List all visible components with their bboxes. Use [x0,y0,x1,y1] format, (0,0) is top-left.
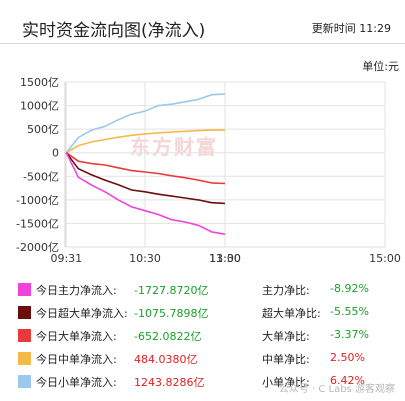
legend-ratio-label: 超大单净比: [262,307,321,320]
legend-swatch [18,306,31,319]
legend-ratio: 6.42% [330,374,365,387]
y-tick-label: -1500亿 [16,217,59,230]
legend-row: 今日大单净流入: -652.0822亿 大单净比: -3.37% [0,324,405,344]
x-tick-label: 15:00 [369,252,401,265]
chart-header: 实时资金流向图(净流入) 更新时间 11:29 [0,0,405,44]
series-line-large [65,152,226,185]
unit-label: 单位:元 [362,60,399,73]
legend-row: 今日中单净流入: 484.0380亿 中单净比: 2.50% [0,347,405,367]
legend-ratio-label: 主力净比: [262,284,310,297]
legend-ratio: -5.55% [330,305,369,318]
x-tick-label: 11:30 [209,252,241,265]
y-tick-label: 0 [52,147,59,160]
legend-swatch [18,375,31,388]
x-tick-label: 13:00 [209,252,241,265]
legend-ratio: 2.50% [330,351,365,364]
legend-label: 今日小单净流入: [36,376,117,389]
watermark-text: 公众号 · C Labs 游客观察 [278,384,395,395]
series-line-super [65,152,226,205]
fund-flow-chart: 1500亿 1000亿 500亿 0 -500亿 -1000亿 -1500亿 -2000亿09… [16,76,401,265]
legend-ratio-label: 中单净比: [262,353,310,366]
legend-value: -652.0822亿 [134,330,202,343]
x-tick-label: 09:31 [50,252,82,265]
legend-value: -1075.7898亿 [134,307,209,320]
legend-value: 1243.8286亿 [134,376,205,389]
series-line-small [65,93,226,154]
legend-value: 484.0380亿 [134,353,198,366]
header-divider [0,43,405,44]
series-line-medium [65,129,226,154]
series-line-main [65,152,226,235]
legend-row: 今日超大单净流入: -1075.7898亿 超大单净比: -5.55% [0,301,405,321]
x-tick-label: 10:30 [129,252,161,265]
y-tick-label: -2000亿 [16,241,59,254]
legend-swatch [18,283,31,296]
legend-value: -1727.8720亿 [134,284,209,297]
update-time-label: 更新时间 [311,22,356,35]
legend-label: 今日大单净流入: [36,330,117,343]
y-tick-label: -500亿 [23,170,59,183]
y-tick-label: -1000亿 [16,194,59,207]
legend-ratio-label: 大单净比: [262,330,310,343]
legend-row: 今日主力净流入: -1727.8720亿 主力净比: -8.92% [0,278,405,298]
update-time: 更新时间 11:29 [312,20,391,36]
y-tick-label: 1000亿 [20,100,59,113]
y-tick-label: 1500亿 [20,76,59,89]
watermark-logo: 东方财富 [130,135,218,159]
update-time-value: 11:29 [359,22,391,35]
legend-ratio: -8.92% [330,282,369,295]
legend-ratio-label: 小单净比: [262,376,310,389]
legend-label: 今日主力净流入: [36,284,117,297]
legend-label: 今日超大单净流入: [36,307,128,320]
legend-swatch [18,352,31,365]
y-tick-label: 500亿 [27,123,59,136]
chart-title: 实时资金流向图(净流入) [22,21,206,41]
legend-ratio: -3.37% [330,328,369,341]
legend-row: 今日小单净流入: 1243.8286亿 小单净比: 6.42% [0,370,405,390]
legend-label: 今日中单净流入: [36,353,117,366]
legend-swatch [18,329,31,342]
